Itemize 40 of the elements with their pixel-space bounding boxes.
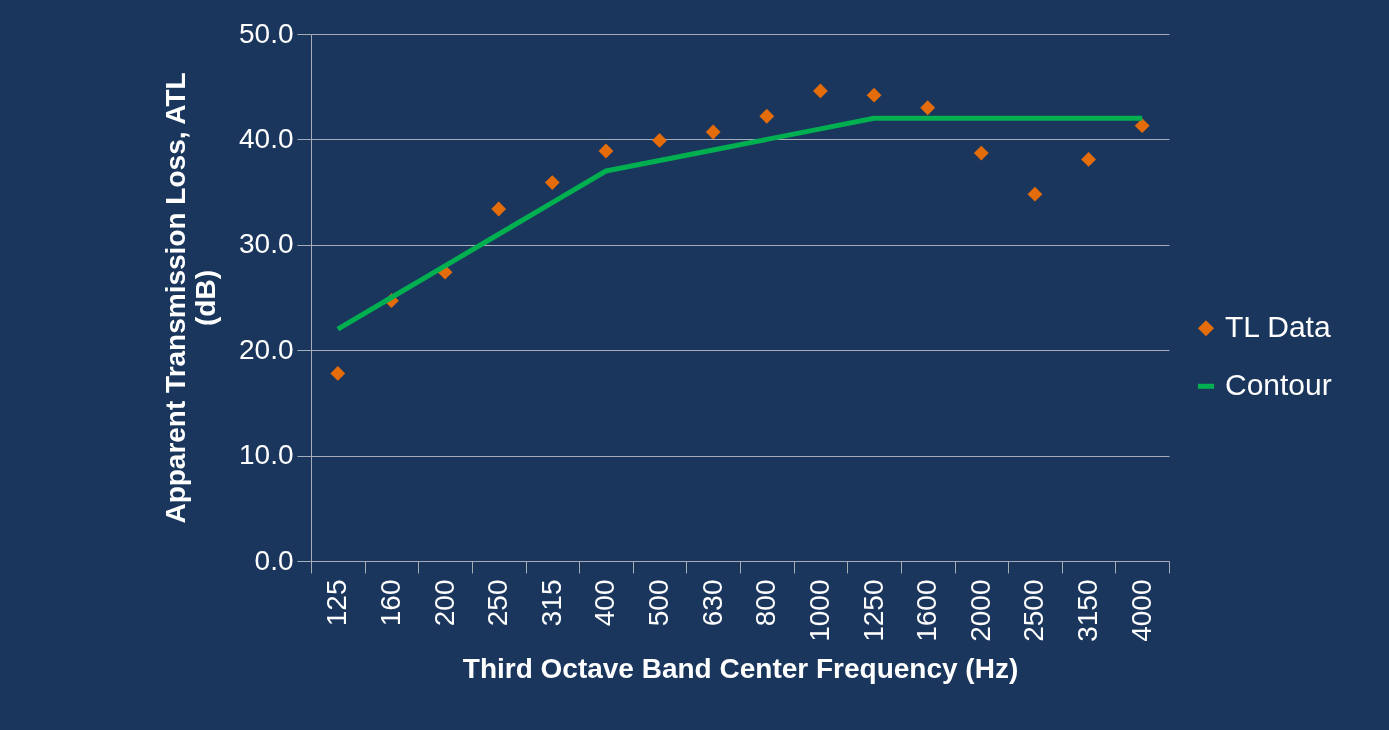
point (705, 124, 721, 140)
legend-label: TL Data (1225, 310, 1331, 344)
x-tick-label: 800 (750, 579, 782, 627)
x-axis-title: Third Octave Band Center Frequency (Hz) (462, 652, 1019, 684)
x-tick-label: 1250 (857, 579, 889, 642)
x-tick-label: 4000 (1125, 579, 1157, 642)
x-tick-label: 200 (428, 579, 460, 627)
point (866, 87, 882, 103)
x-tick-label: 400 (589, 579, 621, 627)
y-tick-label: 50.0 (239, 17, 294, 49)
point (973, 145, 989, 161)
point (920, 100, 936, 116)
x-tick-label: 630 (696, 579, 728, 627)
x-tick-label: 500 (643, 579, 675, 627)
y-tick-label: 30.0 (239, 228, 294, 260)
y-tick-label: 0.0 (254, 544, 294, 576)
x-tick-label: 2000 (964, 579, 996, 642)
point (652, 133, 667, 148)
point (813, 83, 828, 99)
point (491, 201, 507, 217)
point (544, 175, 560, 191)
x-tick-label: 1000 (803, 579, 835, 642)
point (1134, 118, 1150, 134)
y-tick-label: 40.0 (239, 122, 294, 154)
y-axis-title: Apparent Transmission Loss, ATL (dB) (160, 72, 221, 524)
x-tick-label: 3150 (1072, 579, 1104, 642)
x-tick-label: 250 (482, 579, 514, 627)
point (1027, 186, 1043, 202)
x-tick-label: 2500 (1018, 579, 1050, 642)
point (759, 108, 775, 124)
y-tick-label: 20.0 (239, 333, 294, 365)
x-tick-label: 160 (374, 579, 406, 627)
point (598, 143, 614, 159)
legend-label: Contour (1225, 368, 1332, 402)
x-tick-label: 315 (535, 579, 567, 627)
point (330, 365, 346, 381)
x-tick-label: 1600 (911, 579, 943, 642)
point (1081, 152, 1096, 167)
x-tick-label: 125 (321, 579, 353, 627)
y-tick-label: 10.0 (239, 439, 294, 471)
